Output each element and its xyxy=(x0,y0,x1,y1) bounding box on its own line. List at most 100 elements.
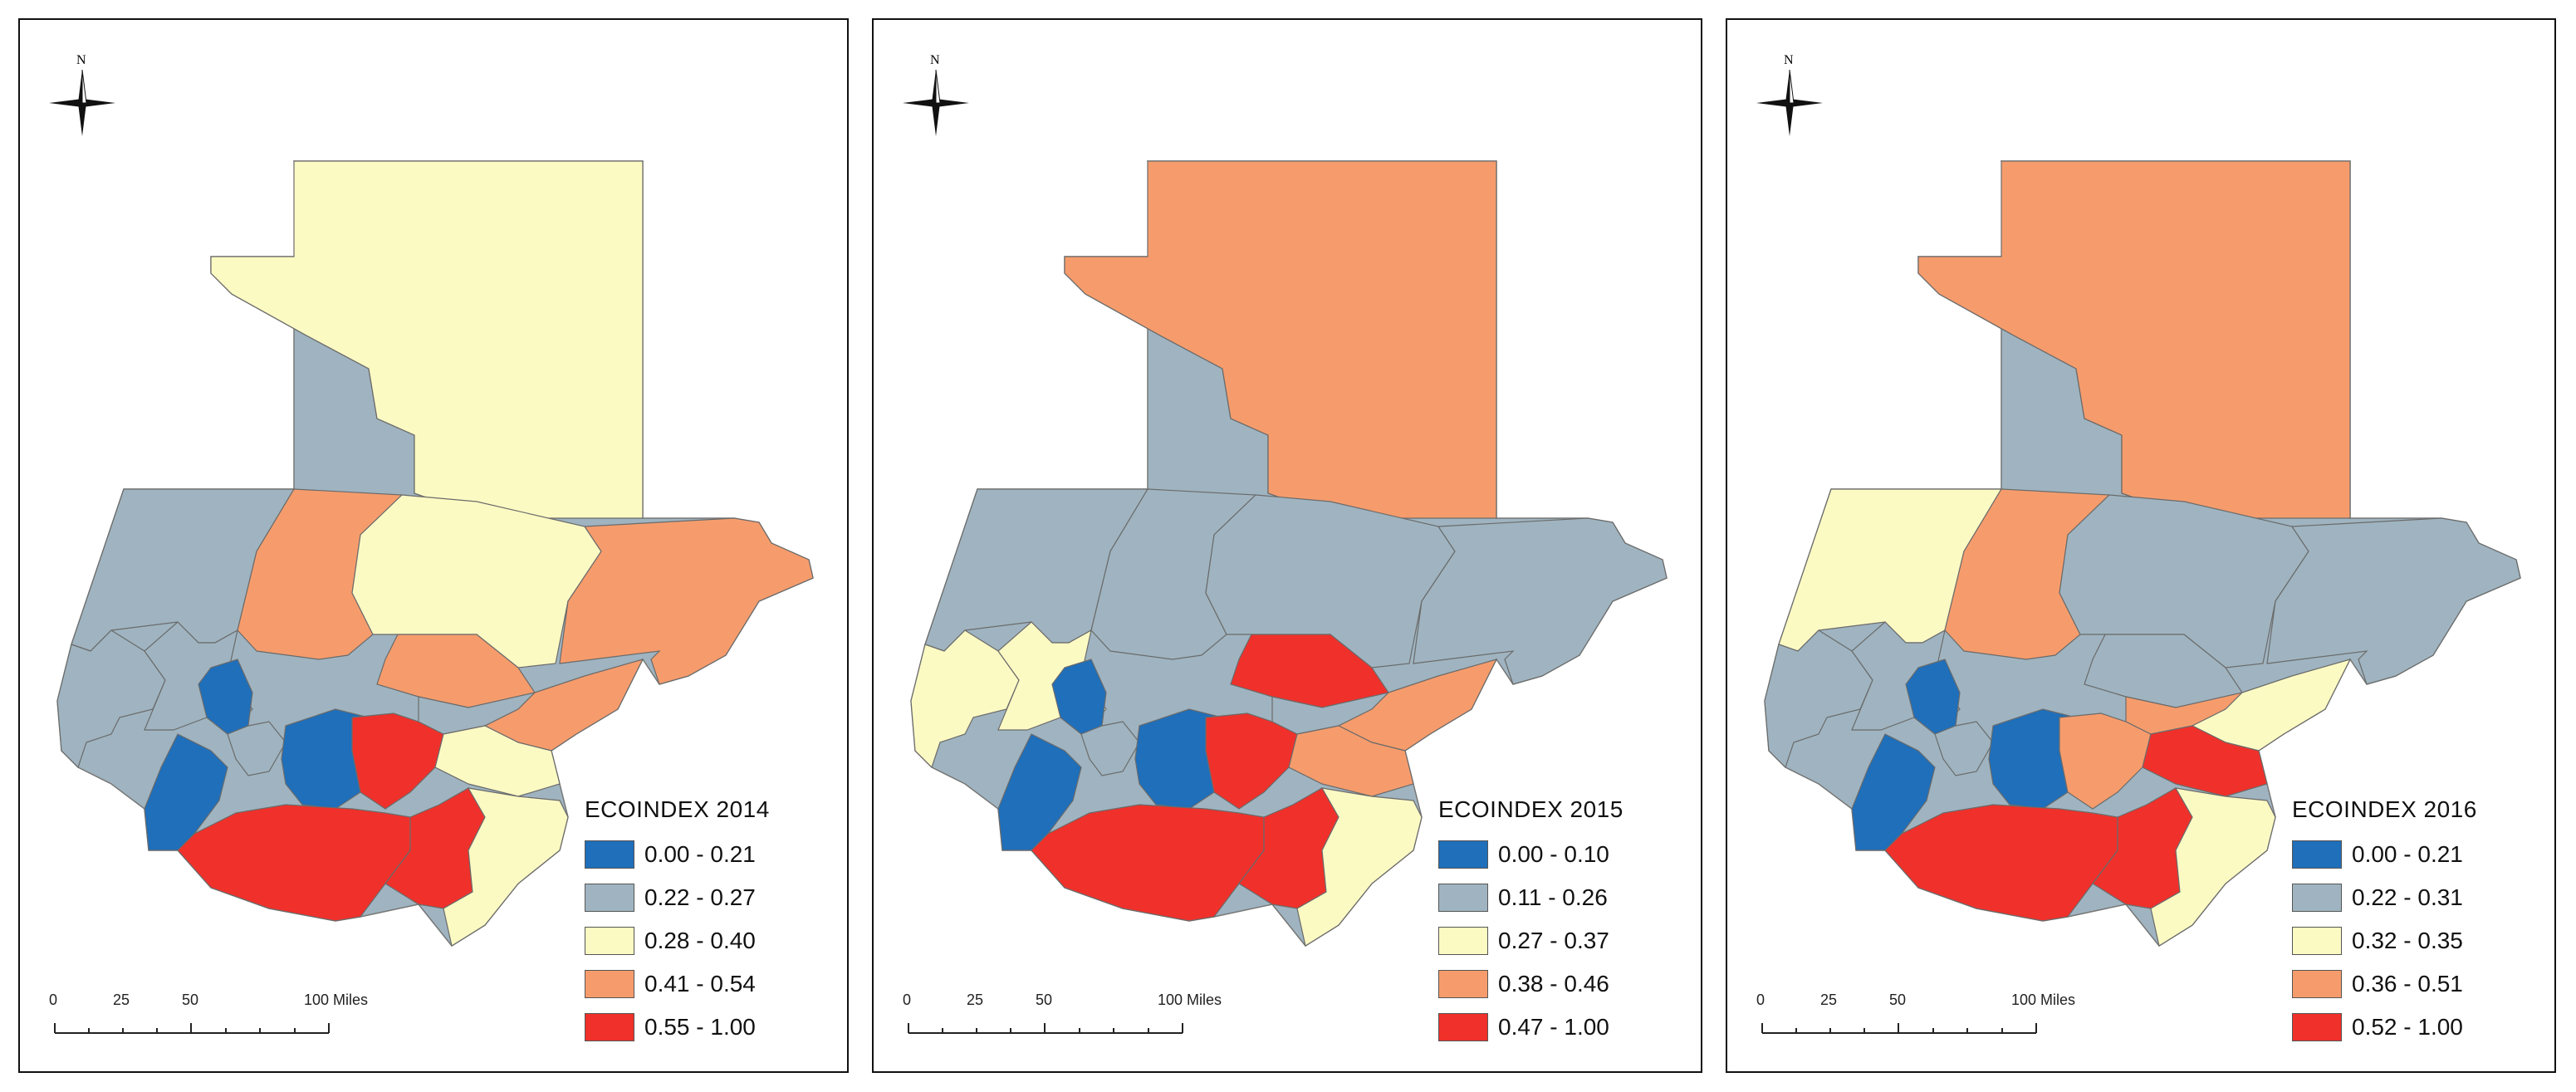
map-panel-2016: N ECOINDEX 2016 0.00 - 0.21 0.22 - 0.31 … xyxy=(1726,18,2556,1073)
legend-title: ECOINDEX 2015 xyxy=(1438,796,1623,822)
legend-swatch xyxy=(2292,840,2342,869)
scale-tick-label: 0 xyxy=(902,992,912,1008)
region-jutiapa xyxy=(1296,787,1423,947)
region-san-marcos xyxy=(910,629,1020,769)
legend-item: 0.00 - 0.21 xyxy=(585,833,770,876)
region-jutiapa xyxy=(443,787,569,947)
legend-label: 0.32 - 0.35 xyxy=(2352,928,2463,953)
region-solola xyxy=(227,721,286,776)
choropleth-map xyxy=(56,160,814,947)
legend-swatch xyxy=(2292,1013,2342,1041)
legend-item: 0.27 - 0.37 xyxy=(1438,919,1623,962)
legend-label: 0.28 - 0.40 xyxy=(644,928,756,953)
legend-item: 0.32 - 0.35 xyxy=(2292,919,2477,962)
legend-label: 0.47 - 1.00 xyxy=(1498,1014,1609,1040)
region-peten xyxy=(1064,160,1497,519)
legend-swatch xyxy=(585,840,634,869)
legend-item: 0.38 - 0.46 xyxy=(1438,962,1623,1006)
legend-swatch xyxy=(1438,840,1488,869)
region-jalapa xyxy=(1288,725,1414,797)
north-label: N xyxy=(1784,53,1794,67)
region-guatemala xyxy=(351,712,444,810)
legend-item: 0.41 - 0.54 xyxy=(585,962,770,1006)
scale-bar: 0 25 50 100 Miles xyxy=(49,992,369,1041)
legend-swatch xyxy=(585,1013,634,1041)
scale-tick-label: 0 xyxy=(1756,992,1765,1008)
legend-title: ECOINDEX 2016 xyxy=(2292,796,2477,822)
legend-label: 0.22 - 0.27 xyxy=(644,884,756,910)
legend-label: 0.00 - 0.21 xyxy=(644,841,756,867)
region-san-marcos xyxy=(1764,629,1873,769)
legend-item: 0.11 - 0.26 xyxy=(1438,876,1623,919)
region-peten xyxy=(210,160,644,519)
legend-item: 0.36 - 0.51 xyxy=(2292,962,2477,1006)
legend-label: 0.11 - 0.26 xyxy=(1498,884,1608,910)
legend-swatch xyxy=(1438,970,1488,998)
region-solola xyxy=(1080,721,1140,776)
legend-label: 0.00 - 0.21 xyxy=(2352,841,2463,867)
scale-tick-label: 25 xyxy=(966,992,984,1008)
legend: ECOINDEX 2014 0.00 - 0.21 0.22 - 0.27 0.… xyxy=(585,796,770,1049)
legend-item: 0.55 - 1.00 xyxy=(585,1006,770,1049)
legend-label: 0.55 - 1.00 xyxy=(644,1014,756,1040)
region-jutiapa xyxy=(2150,787,2276,947)
legend-swatch xyxy=(585,927,634,955)
legend-swatch xyxy=(585,884,634,912)
region-zacapa xyxy=(483,659,644,752)
north-arrow-icon: N xyxy=(1752,53,1827,144)
legend-swatch xyxy=(1438,884,1488,912)
north-label: N xyxy=(930,53,940,67)
region-chimaltenango xyxy=(1134,708,1223,810)
legend-label: 0.00 - 0.10 xyxy=(1498,841,1609,867)
scale-tick-label: 100 Miles xyxy=(304,992,369,1008)
region-zacapa xyxy=(2191,659,2352,752)
region-izabal xyxy=(559,517,814,685)
scale-tick-label: 25 xyxy=(1819,992,1838,1008)
legend-label: 0.41 - 0.54 xyxy=(644,971,756,997)
legend-item: 0.47 - 1.00 xyxy=(1438,1006,1623,1049)
legend-label: 0.27 - 0.37 xyxy=(1498,928,1609,953)
legend-item: 0.00 - 0.21 xyxy=(2292,833,2477,876)
region-chimaltenango xyxy=(281,708,370,810)
legend-label: 0.22 - 0.31 xyxy=(2352,884,2463,910)
region-zacapa xyxy=(1337,659,1498,752)
legend-item: 0.52 - 1.00 xyxy=(2292,1006,2477,1049)
legend-item: 0.22 - 0.31 xyxy=(2292,876,2477,919)
legend-swatch xyxy=(2292,884,2342,912)
legend-swatch xyxy=(585,970,634,998)
region-jalapa xyxy=(434,725,561,797)
scale-bar: 0 25 50 100 Miles xyxy=(1756,992,2076,1041)
region-guatemala xyxy=(1205,712,1298,810)
choropleth-map xyxy=(910,160,1668,947)
scale-tick-label: 25 xyxy=(112,992,130,1008)
region-jalapa xyxy=(2142,725,2268,797)
scale-tick-label: 50 xyxy=(1888,992,1907,1008)
north-label: N xyxy=(76,53,86,67)
scale-bar: 0 25 50 100 Miles xyxy=(903,992,1222,1041)
region-solola xyxy=(1934,721,1994,776)
legend-swatch xyxy=(1438,927,1488,955)
scale-tick-label: 50 xyxy=(1035,992,1053,1008)
legend-item: 0.22 - 0.27 xyxy=(585,876,770,919)
scale-tick-label: 0 xyxy=(48,992,58,1008)
region-izabal xyxy=(1413,517,1668,685)
region-izabal xyxy=(2266,517,2521,685)
legend-swatch xyxy=(2292,970,2342,998)
legend-swatch xyxy=(2292,927,2342,955)
legend-item: 0.28 - 0.40 xyxy=(585,919,770,962)
region-guatemala xyxy=(2059,712,2152,810)
legend-swatch xyxy=(1438,1013,1488,1041)
legend-label: 0.36 - 0.51 xyxy=(2352,971,2463,997)
scale-tick-label: 50 xyxy=(181,992,199,1008)
region-chimaltenango xyxy=(1988,708,2077,810)
region-peten xyxy=(1917,160,2351,519)
north-arrow-icon: N xyxy=(899,53,973,144)
legend-item: 0.00 - 0.10 xyxy=(1438,833,1623,876)
legend-label: 0.38 - 0.46 xyxy=(1498,971,1609,997)
legend: ECOINDEX 2015 0.00 - 0.10 0.11 - 0.26 0.… xyxy=(1438,796,1623,1049)
region-san-marcos xyxy=(56,629,166,769)
choropleth-map xyxy=(1764,160,2521,947)
legend-label: 0.52 - 1.00 xyxy=(2352,1014,2463,1040)
map-panel-2014: N ECOINDEX 2014 0.00 - 0.21 0.22 - 0.27 … xyxy=(18,18,849,1073)
legend-title: ECOINDEX 2014 xyxy=(585,796,770,822)
